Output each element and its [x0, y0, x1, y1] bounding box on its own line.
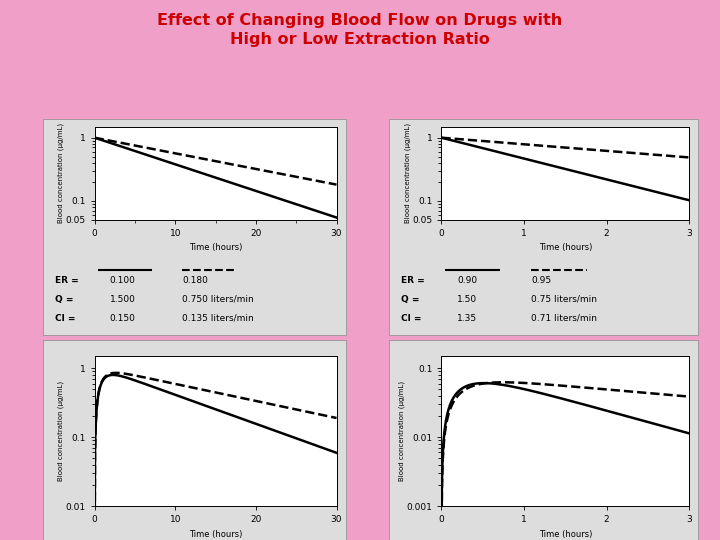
Y-axis label: Blood concentration (μg/mL): Blood concentration (μg/mL): [58, 123, 64, 224]
X-axis label: Time (hours): Time (hours): [539, 530, 592, 538]
Text: 0.71 liters/min: 0.71 liters/min: [531, 314, 597, 323]
Text: 1.35: 1.35: [457, 314, 477, 323]
Text: Effect of Changing Blood Flow on Drugs with
High or Low Extraction Ratio: Effect of Changing Blood Flow on Drugs w…: [158, 14, 562, 47]
Text: ER =: ER =: [401, 276, 425, 285]
X-axis label: Time (hours): Time (hours): [539, 244, 592, 253]
Y-axis label: Blood concentration (μg/mL): Blood concentration (μg/mL): [58, 381, 64, 481]
Text: 1.50: 1.50: [457, 295, 477, 304]
Text: 0.180: 0.180: [182, 276, 208, 285]
Text: 0.750 liters/min: 0.750 liters/min: [182, 295, 254, 304]
Text: Cl =: Cl =: [401, 314, 422, 323]
Text: ER =: ER =: [55, 276, 79, 285]
Y-axis label: Blood concentration (μg/mL): Blood concentration (μg/mL): [405, 123, 411, 224]
Text: Cl =: Cl =: [55, 314, 76, 323]
X-axis label: Time (hours): Time (hours): [189, 530, 242, 538]
Text: 0.135 liters/min: 0.135 liters/min: [182, 314, 254, 323]
Text: 0.150: 0.150: [109, 314, 135, 323]
Text: 1.500: 1.500: [109, 295, 135, 304]
Text: 0.95: 0.95: [531, 276, 552, 285]
Text: 0.100: 0.100: [109, 276, 135, 285]
Y-axis label: Blood concentration (μg/mL): Blood concentration (μg/mL): [399, 381, 405, 481]
Text: 0.90: 0.90: [457, 276, 477, 285]
Text: Q =: Q =: [401, 295, 420, 304]
Text: Q =: Q =: [55, 295, 73, 304]
Text: 0.75 liters/min: 0.75 liters/min: [531, 295, 597, 304]
X-axis label: Time (hours): Time (hours): [189, 244, 242, 253]
